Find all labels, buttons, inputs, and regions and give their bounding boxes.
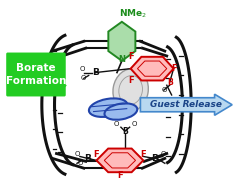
Polygon shape <box>40 85 66 95</box>
Text: O: O <box>161 87 167 93</box>
FancyBboxPatch shape <box>6 53 66 96</box>
Text: B: B <box>122 127 128 136</box>
Text: O: O <box>74 151 80 156</box>
Polygon shape <box>140 94 232 115</box>
Text: NMe$_2$: NMe$_2$ <box>119 8 147 20</box>
Text: F: F <box>171 64 176 73</box>
Text: B: B <box>92 68 99 77</box>
Text: F: F <box>94 150 99 159</box>
Polygon shape <box>96 149 143 172</box>
Text: B: B <box>151 154 158 163</box>
Text: O: O <box>132 121 137 127</box>
Text: F: F <box>117 171 123 180</box>
Text: O: O <box>113 121 119 127</box>
Polygon shape <box>108 22 135 61</box>
Text: F: F <box>128 76 134 85</box>
Text: F: F <box>140 150 146 159</box>
Text: B: B <box>84 154 91 163</box>
Text: O: O <box>79 66 84 72</box>
Ellipse shape <box>113 69 148 112</box>
Text: N: N <box>118 55 125 64</box>
Text: O: O <box>77 160 83 166</box>
Text: Borate
Formation: Borate Formation <box>6 63 66 86</box>
Text: O: O <box>160 151 166 156</box>
Polygon shape <box>131 57 174 81</box>
Ellipse shape <box>104 103 137 120</box>
Ellipse shape <box>89 98 128 117</box>
Text: F: F <box>128 52 134 61</box>
Text: B: B <box>167 78 173 87</box>
Text: O: O <box>81 75 86 81</box>
Text: Guest Release: Guest Release <box>150 100 222 109</box>
